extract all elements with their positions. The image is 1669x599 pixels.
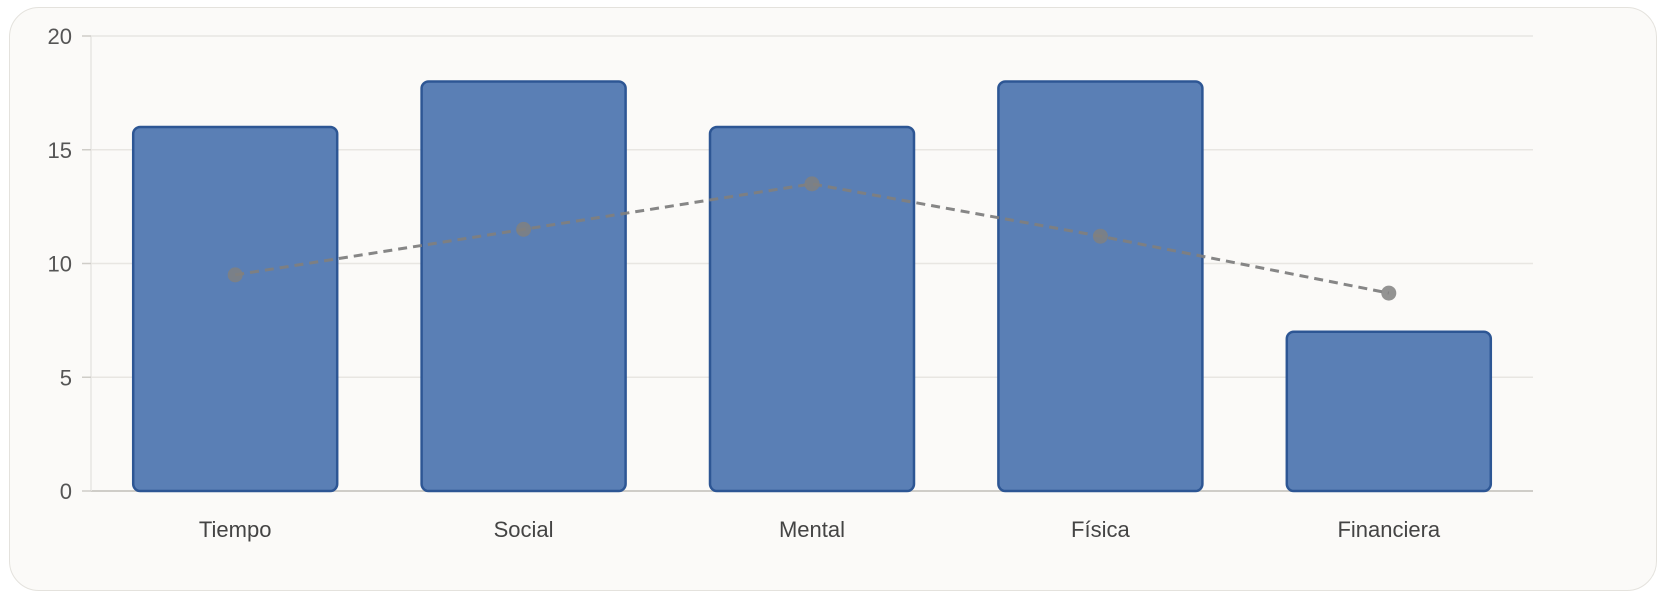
bar-física[interactable] bbox=[997, 80, 1204, 493]
x-tick-label: Social bbox=[494, 517, 554, 542]
line-point-mental[interactable] bbox=[804, 176, 820, 192]
line-point-financiera[interactable] bbox=[1381, 285, 1397, 301]
y-tick-label: 0 bbox=[60, 479, 72, 504]
x-tick-label: Mental bbox=[779, 517, 845, 542]
y-tick-label: 20 bbox=[48, 24, 72, 49]
y-tick-label: 5 bbox=[60, 365, 72, 390]
bar-tiempo[interactable] bbox=[131, 125, 339, 493]
bar-mental[interactable] bbox=[708, 125, 916, 493]
bars bbox=[131, 80, 1493, 493]
x-tick-label: Física bbox=[1071, 517, 1130, 542]
line-series-path bbox=[234, 182, 1390, 295]
x-axis-labels: Tiempo Social Mental Física Financiera bbox=[199, 517, 1441, 542]
bar-financiera[interactable] bbox=[1285, 330, 1493, 493]
line-point-física[interactable] bbox=[1092, 228, 1108, 244]
y-axis-ticks: 0 5 10 15 20 bbox=[48, 24, 91, 504]
bar-social[interactable] bbox=[420, 80, 627, 493]
x-tick-label: Financiera bbox=[1337, 517, 1440, 542]
x-tick-label: Tiempo bbox=[199, 517, 272, 542]
line-point-social[interactable] bbox=[516, 221, 532, 237]
average-line bbox=[227, 176, 1397, 301]
y-tick-label: 15 bbox=[48, 138, 72, 163]
y-tick-label: 10 bbox=[48, 252, 72, 277]
line-point-tiempo[interactable] bbox=[227, 267, 243, 283]
